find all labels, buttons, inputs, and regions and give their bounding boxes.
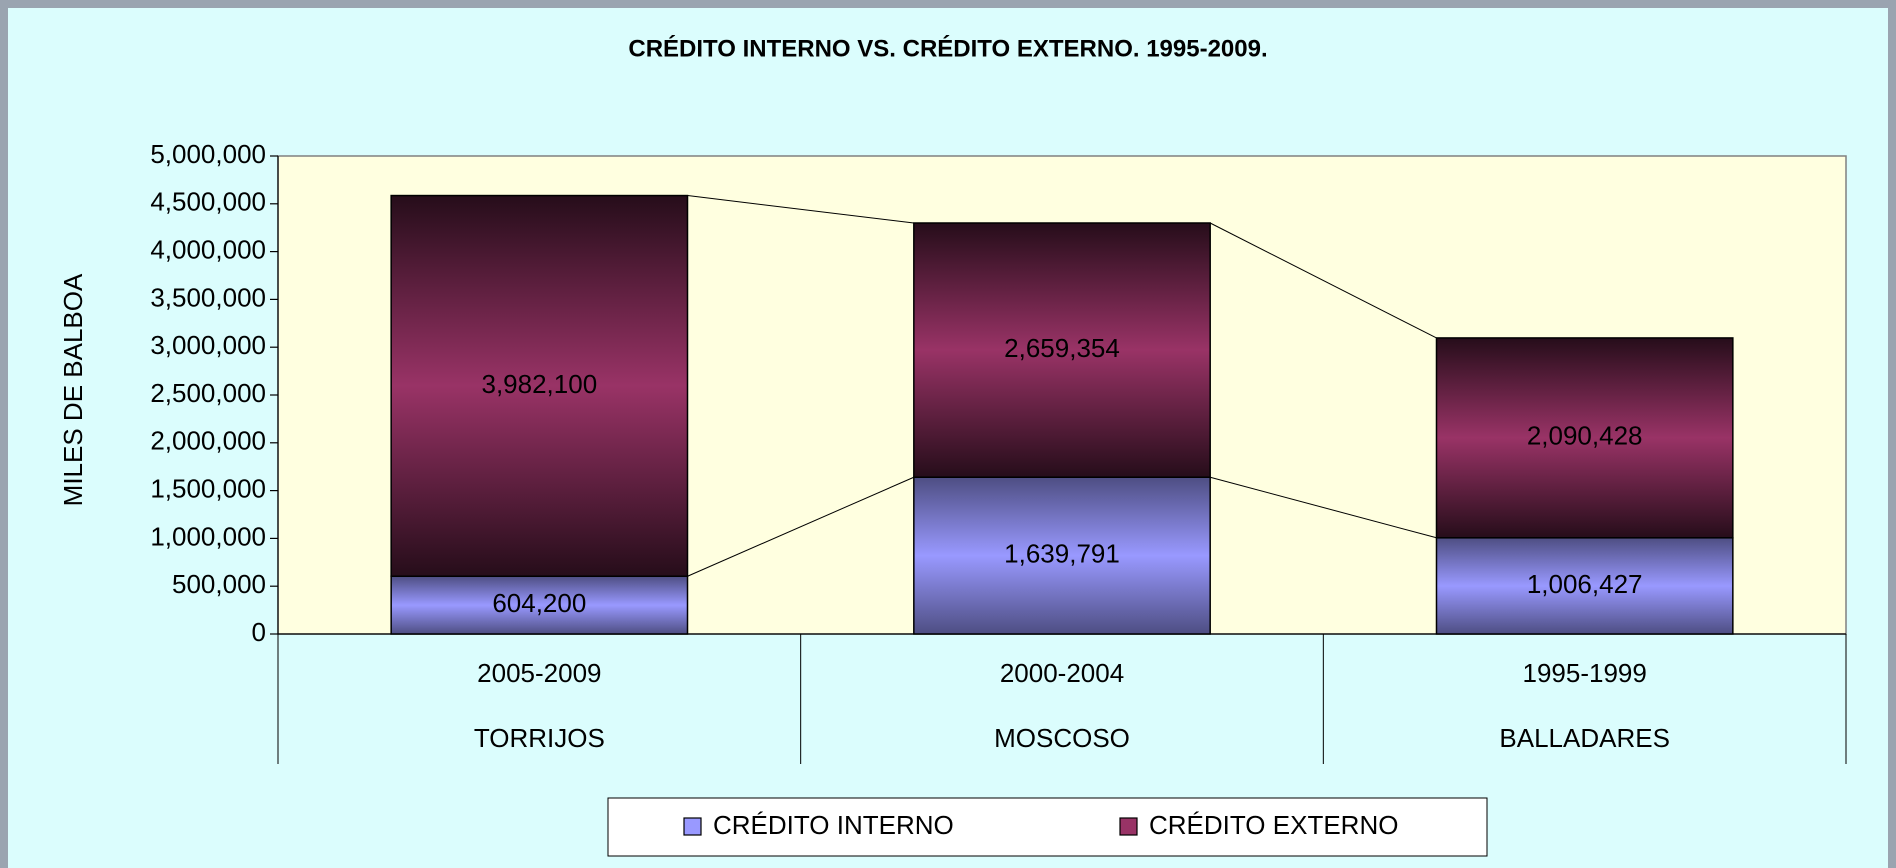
x-tick-label: 1995-1999 <box>1522 658 1646 688</box>
y-tick-label: 5,000,000 <box>150 139 266 169</box>
bar <box>1435 337 1734 539</box>
y-tick-label: 2,000,000 <box>150 426 266 456</box>
x-tick-label: 2000-2004 <box>1000 658 1124 688</box>
bar <box>390 194 689 577</box>
y-tick-label: 4,000,000 <box>150 234 266 264</box>
data-label: 604,200 <box>492 588 586 618</box>
x-group-label: MOSCOSO <box>994 723 1130 753</box>
y-tick-label: 0 <box>252 617 266 647</box>
legend-swatch <box>1119 817 1138 836</box>
x-group-label: BALLADARES <box>1499 723 1670 753</box>
legend <box>607 797 1488 857</box>
x-tick-label: 2005-2009 <box>477 658 601 688</box>
y-tick-label: 1,500,000 <box>150 473 266 503</box>
bar <box>913 222 1211 478</box>
y-tick-label: 500,000 <box>172 569 266 599</box>
data-label: 2,090,428 <box>1527 421 1643 451</box>
data-label: 1,639,791 <box>1004 538 1120 568</box>
bar <box>390 575 689 635</box>
y-axis-label: MILES DE BALBOA <box>58 273 88 506</box>
y-tick-label: 4,500,000 <box>150 187 266 217</box>
series-line <box>1210 476 1437 539</box>
series-line <box>1209 222 1437 339</box>
legend-label: CRÉDITO EXTERNO <box>1149 810 1398 840</box>
data-label: 2,659,354 <box>1004 333 1120 363</box>
series-line <box>687 195 914 224</box>
bar <box>1435 537 1734 635</box>
chart-title: CRÉDITO INTERNO VS. CRÉDITO EXTERNO. 199… <box>628 34 1267 62</box>
y-tick-label: 1,000,000 <box>150 521 266 551</box>
data-label: 3,982,100 <box>481 369 597 399</box>
series-line <box>687 476 915 577</box>
y-tick-label: 3,500,000 <box>150 282 266 312</box>
legend-label: CRÉDITO INTERNO <box>713 810 954 840</box>
y-tick-label: 2,500,000 <box>150 378 266 408</box>
legend-swatch <box>683 817 702 836</box>
y-tick-label: 3,000,000 <box>150 330 266 360</box>
x-group-label: TORRIJOS <box>474 723 605 753</box>
data-label: 1,006,427 <box>1527 569 1643 599</box>
bar <box>913 476 1211 635</box>
